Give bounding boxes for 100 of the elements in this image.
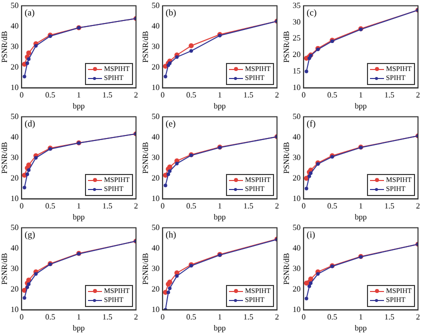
x-tick-label: 2	[416, 202, 420, 211]
x-tick-label: 0	[302, 312, 306, 322]
y-tick-label: 40	[152, 132, 160, 142]
y-tick-label: 50	[10, 222, 19, 232]
x-tick-label: 0	[20, 90, 24, 100]
x-tick-label: 1	[76, 312, 81, 322]
x-tick-label: 0.5	[186, 90, 196, 100]
x-tick-label: 2	[275, 312, 279, 322]
x-tick-label: 0.5	[186, 202, 196, 211]
x-tick-label: 0	[160, 312, 165, 322]
x-axis-title: bpp	[72, 323, 85, 332]
annotation: (c)	[306, 8, 317, 18]
x-tick-label: 0.5	[45, 90, 56, 100]
x-tick-label: 0.5	[45, 202, 56, 211]
x-tick-label: 1	[218, 202, 222, 211]
x-tick-label: 2	[134, 312, 138, 322]
y-tick-label: 10	[292, 82, 301, 92]
x-axis-title: bpp	[72, 101, 85, 110]
y-axis-title: PSNR/dB	[140, 31, 150, 63]
x-axis-title: bpp	[214, 212, 226, 222]
x-tick-label: 2	[275, 202, 279, 211]
y-tick-label: 10	[152, 82, 160, 92]
x-tick-label: 1.5	[243, 312, 254, 322]
y-tick-label: 20	[152, 173, 160, 182]
x-tick-label: 1.5	[384, 312, 394, 322]
x-tick-label: 0	[160, 202, 165, 211]
y-tick-label: 10	[152, 304, 160, 314]
x-tick-label: 1.5	[243, 90, 254, 100]
y-tick-label: 10	[152, 194, 160, 203]
x-tick-label: 1.5	[384, 90, 394, 100]
y-tick-label: 30	[10, 42, 19, 51]
annotation: (i)	[306, 230, 316, 240]
x-tick-label: 2	[416, 90, 420, 100]
y-tick-label: 50	[152, 222, 160, 232]
x-tick-label: 1	[76, 90, 81, 100]
x-axis-title: bpp	[354, 212, 367, 222]
y-tick-label: 50	[10, 0, 19, 10]
x-tick-label: 2	[416, 312, 420, 322]
x-axis-title: bpp	[354, 101, 367, 110]
x-tick-label: 0	[20, 312, 24, 322]
y-axis-title: PSNR/dB	[282, 31, 291, 63]
x-tick-label: 1	[218, 90, 222, 100]
y-tick-label: 25	[292, 34, 301, 43]
y-tick-label: 50	[10, 112, 19, 121]
y-tick-label: 40	[10, 21, 19, 30]
y-tick-label: 10	[10, 82, 19, 92]
y-tick-label: 10	[292, 194, 301, 203]
x-axis-title: bpp	[214, 101, 226, 110]
x-tick-label: 1	[358, 312, 363, 322]
y-tick-label: 40	[152, 243, 160, 252]
x-axis-title: bpp	[214, 323, 226, 332]
x-tick-label: 0	[160, 90, 165, 100]
y-axis-title: PSNR/dB	[0, 142, 9, 174]
x-axis-title: bpp	[354, 323, 367, 332]
y-tick-label: 50	[152, 0, 160, 10]
y-tick-label: 30	[292, 264, 301, 273]
x-tick-label: 1	[218, 312, 222, 322]
y-tick-label: 20	[152, 62, 160, 72]
x-tick-label: 1.5	[384, 202, 394, 211]
x-tick-label: 1.5	[102, 90, 112, 100]
x-tick-label: 1.5	[243, 202, 254, 211]
y-tick-label: 40	[292, 132, 301, 142]
y-tick-label: 10	[10, 194, 19, 203]
annotation: (e)	[166, 118, 176, 129]
y-tick-label: 40	[10, 132, 19, 142]
y-tick-label: 30	[292, 152, 301, 162]
x-tick-label: 0.5	[186, 312, 196, 322]
annotation: (g)	[24, 230, 36, 240]
y-axis-title: PSNR/dB	[140, 253, 150, 285]
x-tick-label: 0.5	[327, 202, 338, 211]
y-tick-label: 20	[292, 284, 301, 294]
annotation: (f)	[306, 118, 316, 129]
y-tick-label: 50	[292, 222, 301, 232]
x-tick-label: 0	[20, 202, 24, 211]
y-tick-label: 20	[10, 173, 19, 182]
y-tick-label: 20	[10, 62, 19, 72]
y-tick-label: 30	[152, 42, 160, 51]
x-tick-label: 1.5	[102, 202, 112, 211]
y-tick-label: 40	[10, 243, 19, 252]
y-tick-label: 40	[152, 21, 160, 30]
y-tick-label: 30	[152, 264, 160, 273]
annotation: (d)	[24, 118, 36, 129]
y-tick-label: 30	[292, 17, 301, 26]
y-tick-label: 20	[292, 173, 301, 182]
x-tick-label: 0.5	[45, 312, 56, 322]
x-tick-label: 0.5	[327, 90, 338, 100]
y-axis-title: PSNR/dB	[0, 31, 9, 63]
y-axis-title: PSNR/dB	[0, 253, 9, 285]
y-tick-label: 10	[292, 304, 301, 314]
x-tick-label: 2	[134, 90, 138, 100]
y-axis-title: PSNR/dB	[282, 253, 291, 285]
y-axis-title: PSNR/dB	[140, 142, 150, 174]
y-tick-label: 20	[152, 284, 160, 294]
x-tick-label: 1	[358, 202, 363, 211]
y-tick-label: 30	[152, 152, 160, 162]
y-tick-label: 15	[292, 66, 301, 76]
x-tick-label: 2	[134, 202, 138, 211]
annotation: (a)	[24, 8, 35, 18]
annotation: (b)	[166, 8, 176, 18]
x-tick-label: 1	[358, 90, 363, 100]
